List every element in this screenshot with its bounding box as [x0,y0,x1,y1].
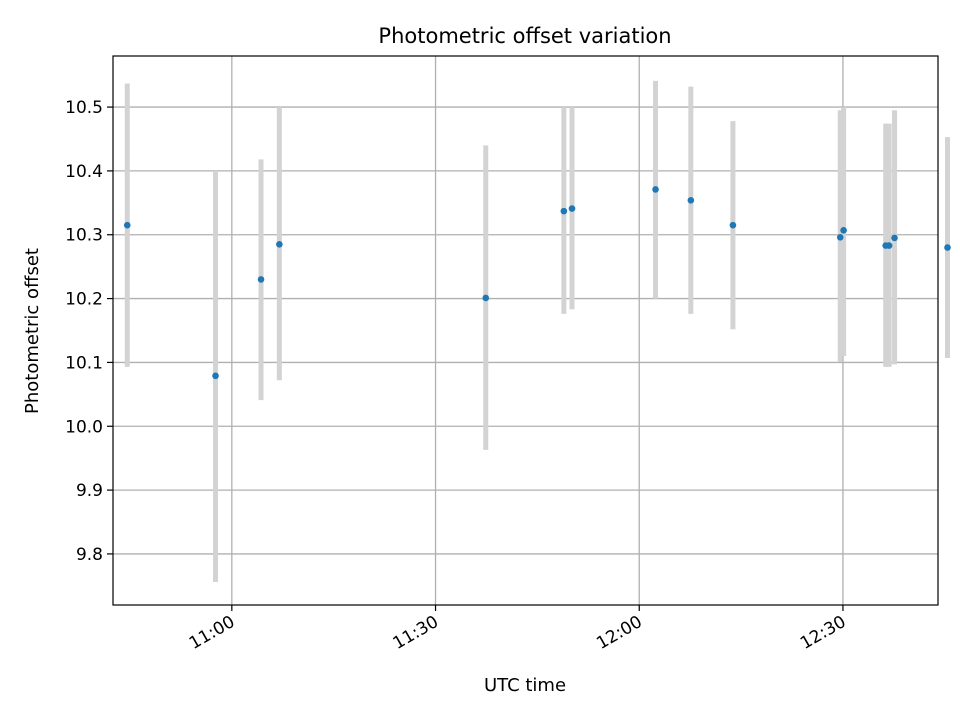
y-tick-label: 9.9 [76,481,103,501]
y-tick-label: 10.1 [65,353,103,373]
x-tick-label: 11:00 [186,612,238,654]
data-point [123,221,131,229]
x-tick-label: 12:30 [797,612,849,654]
data-point [891,234,898,242]
chart-title: Photometric offset variation [378,24,671,48]
y-tick-label: 10.2 [65,290,103,310]
y-tick-label: 9.8 [76,545,103,565]
data-point [652,186,659,193]
y-tick-label: 10.5 [65,98,103,118]
data-point [729,221,737,229]
x-axis-label: UTC time [484,675,566,696]
data-point [568,205,576,212]
y-tick-label: 10.3 [65,226,103,246]
data-point [687,196,695,204]
y-tick-label: 10.0 [65,417,103,437]
plot-frame [112,55,939,606]
data-point [560,207,568,215]
data-point [482,294,490,302]
data-point [885,242,893,249]
y-axis-label: Photometric offset [22,248,43,414]
data-point [276,241,283,248]
data-points [123,186,951,380]
y-axis-ticks: 9.8 9.9 10.0 10.1 10.2 10.3 10.4 10.5 [65,98,113,565]
x-tick-label: 12:00 [593,612,645,654]
data-point [212,372,219,380]
data-point [836,233,844,241]
y-tick-label: 10.4 [65,162,103,182]
data-point [944,244,951,251]
grid [113,56,938,605]
x-tick-label: 11:30 [390,612,442,654]
data-point [840,226,847,234]
error-bars [124,80,951,583]
data-point [257,276,265,283]
